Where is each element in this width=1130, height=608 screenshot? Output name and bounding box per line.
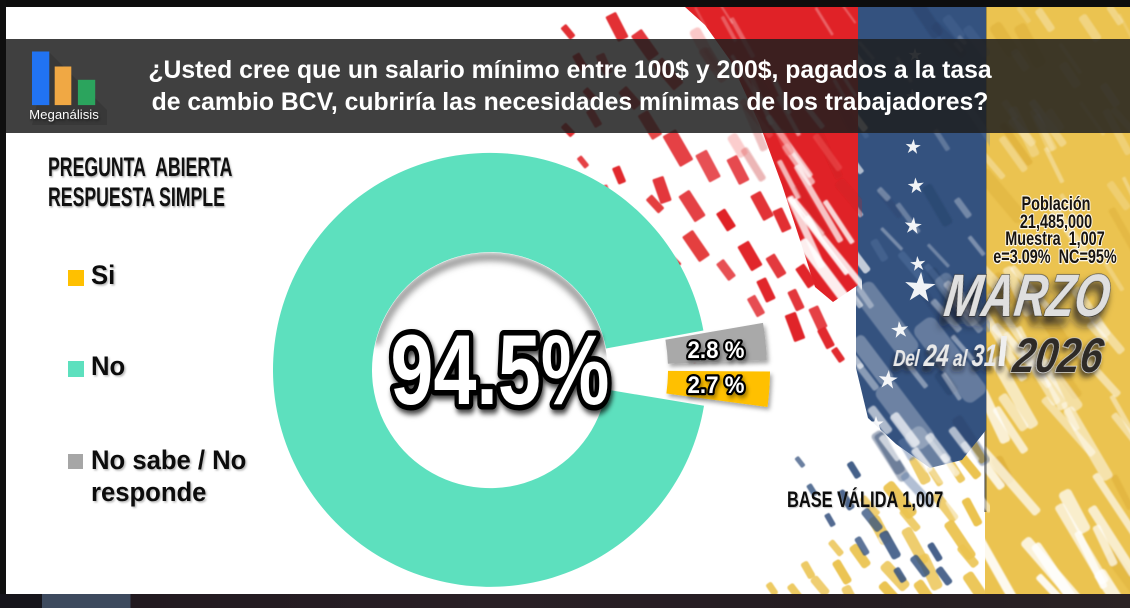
svg-text:BASE VÁLIDA 1,007: BASE VÁLIDA 1,007 [787, 486, 943, 512]
svg-text:e=3.09% NC=95%: e=3.09% NC=95% [993, 246, 1117, 267]
svg-text:2.7 %: 2.7 % [687, 371, 744, 398]
svg-text:Del 24 al 31: Del 24 al 31 [892, 339, 998, 373]
svg-text:94.5%: 94.5% [391, 315, 610, 425]
svg-text:2026: 2026 [1009, 327, 1108, 382]
svg-text:21,485,000: 21,485,000 [1020, 211, 1092, 232]
svg-text:2.8 %: 2.8 % [687, 336, 744, 363]
svg-text:Población: Población [1022, 193, 1091, 214]
svg-text:Meganálisis: Meganálisis [29, 107, 99, 122]
svg-text:Muestra 1,007: Muestra 1,007 [1005, 228, 1104, 249]
svg-text:MARZO: MARZO [941, 263, 1115, 329]
